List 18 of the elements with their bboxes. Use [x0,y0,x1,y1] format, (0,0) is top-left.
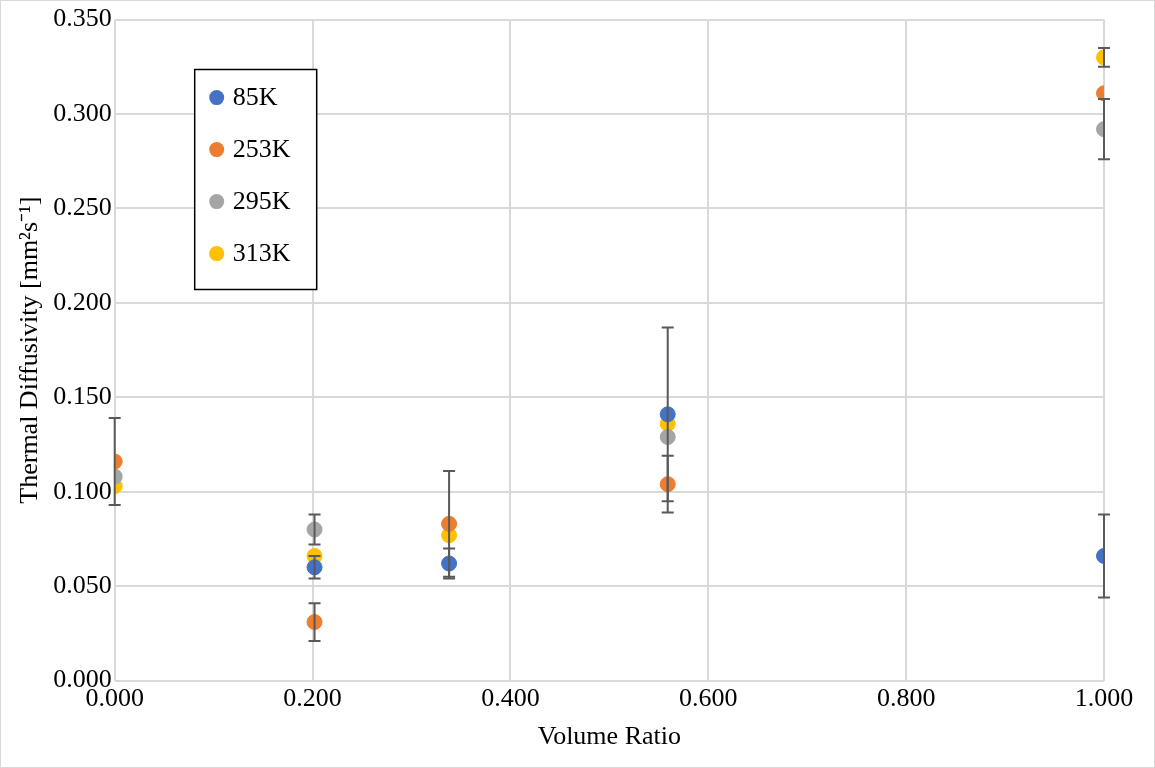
y-tick-label: 0.300 [53,97,112,127]
legend-label: 313K [232,238,291,268]
legend-label: 85K [232,82,278,112]
x-axis-title: Volume Ratio [537,721,681,751]
y-tick-label: 0.250 [53,192,112,222]
legend-label: 295K [232,186,291,216]
x-tick-label: 1.000 [1074,683,1134,713]
y-tick-label: 0.200 [53,286,112,316]
x-tick-label: 0.800 [876,683,936,713]
y-tick-label: 0.050 [53,570,112,599]
y-tick-label: 0.100 [53,475,112,505]
x-tick-label: 0.600 [679,683,738,713]
y-axis-title: Thermal Diffusivity [mm²s⁻¹] [14,196,44,504]
x-tick-label: 0.200 [283,683,342,713]
x-tick-label: 0.400 [481,683,540,713]
y-tick-label: 0.350 [53,3,112,33]
legend-label: 253K [232,134,291,164]
y-tick-label: 0.150 [53,381,112,411]
